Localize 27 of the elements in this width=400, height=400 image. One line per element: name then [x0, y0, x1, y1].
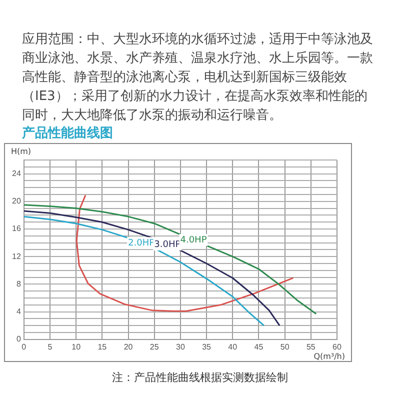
x-tick-label: 25 [150, 342, 160, 352]
x-tick-label: 55 [306, 342, 316, 352]
x-tick-label: 35 [202, 342, 212, 352]
y-tick-label: 4 [16, 307, 22, 316]
x-tick-label: 40 [228, 342, 238, 352]
y-tick-label: 0 [16, 334, 22, 344]
y-tick-label: 24 [12, 169, 22, 178]
x-tick-label: 20 [124, 342, 134, 352]
y-tick-label: 16 [12, 224, 22, 234]
y-tick-label: 8 [16, 279, 22, 288]
text: 应用范围：中、大型水环境的水循环过滤，适用于中等泳池及商业泳池、水景、水产养殖、温泉水疗池、水上乐园等。一款高性能、静音型的泳池离心泵，电机达到新国标三级能效（IE3）；采用了创新的水力设计，在提高水泵效率和性能的同时，大大地降低了水泵的振动和运行噪音。 [22, 31, 374, 125]
x-tick-label: 50 [280, 342, 290, 352]
x-tick-label: 60 [332, 342, 342, 352]
x-tick-label: 5 [48, 342, 53, 352]
series-label: 4.0HP [180, 235, 208, 246]
series-label: 2.0HP [128, 238, 156, 248]
text: 注：产品性能曲线根据实测数据绘制 [111, 370, 289, 385]
y-tick-label: 20 [12, 196, 22, 206]
x-tick-label: 10 [72, 342, 82, 352]
x-axis-title: Q(m³/h) [314, 352, 345, 362]
y-tick-label: 12 [12, 252, 22, 261]
x-tick-label: 15 [98, 342, 108, 352]
x-tick-label: 30 [176, 342, 186, 352]
x-tick-label: 45 [254, 342, 264, 352]
series-label: 3.0HP [154, 240, 182, 250]
chart-title: 产品性能曲线图 [22, 124, 113, 142]
y-axis-title: H(m) [11, 147, 32, 156]
